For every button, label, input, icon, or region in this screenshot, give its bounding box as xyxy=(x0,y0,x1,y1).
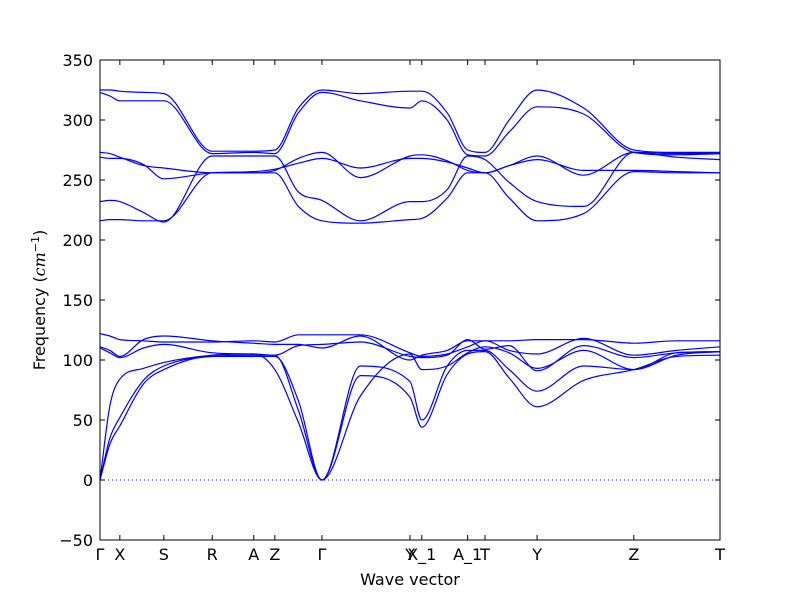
band-line-1 xyxy=(99,333,720,358)
band-line-5 xyxy=(99,349,721,481)
y-tick-label: 100 xyxy=(62,351,93,370)
x-tick-label: X xyxy=(114,545,125,564)
band-line-12 xyxy=(99,170,720,224)
x-tick-label: S xyxy=(159,545,169,564)
x-tick-label: Y xyxy=(404,545,415,564)
y-tick-label: 300 xyxy=(62,111,93,130)
x-tick-label: Z xyxy=(269,545,280,564)
x-axis-label: Wave vector xyxy=(360,570,460,589)
y-axis-label-unit: cm xyxy=(30,252,49,276)
x-tick-label: A xyxy=(248,545,259,564)
y-tick-label: 200 xyxy=(62,231,93,250)
y-tick-label: 350 xyxy=(62,51,93,70)
x-tick-label: X_1 xyxy=(407,545,436,565)
x-tick-label: Z xyxy=(628,545,639,564)
y-axis-label-prefix: Frequency ( xyxy=(30,276,49,370)
x-tick-label: Γ xyxy=(96,545,105,564)
x-tick-label: T xyxy=(714,545,725,564)
x-tick-label: R xyxy=(207,545,218,564)
y-tick-label: 150 xyxy=(62,291,93,310)
band-line-4 xyxy=(99,346,721,481)
band-line-8 xyxy=(99,91,721,157)
x-tick-label: Γ xyxy=(317,545,326,564)
y-tick-labels: −50 0 50 100 150 200 250 300 350 xyxy=(59,51,93,550)
band-line-6 xyxy=(99,350,721,481)
band-lines xyxy=(99,89,721,481)
x-tick-label: Y xyxy=(531,545,542,564)
y-axis-label-exponent: −1 xyxy=(29,236,42,252)
band-line-11 xyxy=(99,151,720,223)
band-line-7 xyxy=(100,89,720,154)
y-axis-label-suffix: ) xyxy=(30,230,49,236)
x-tick-labels: Γ X S R A Z Γ YX_1 A_1T Y Z T xyxy=(96,545,726,565)
y-tick-label: 0 xyxy=(83,471,93,490)
y-tick-label: −50 xyxy=(59,531,93,550)
band-line-10 xyxy=(99,156,721,180)
y-axis-label: Frequency (cm−1) xyxy=(29,230,49,371)
x-tick-label: A_1 xyxy=(453,545,482,565)
plot-frame xyxy=(99,59,721,541)
x-tick-label: T xyxy=(479,545,490,564)
y-tick-label: 250 xyxy=(62,171,93,190)
y-tick-label: 50 xyxy=(73,411,93,430)
band-line-3 xyxy=(99,338,721,372)
